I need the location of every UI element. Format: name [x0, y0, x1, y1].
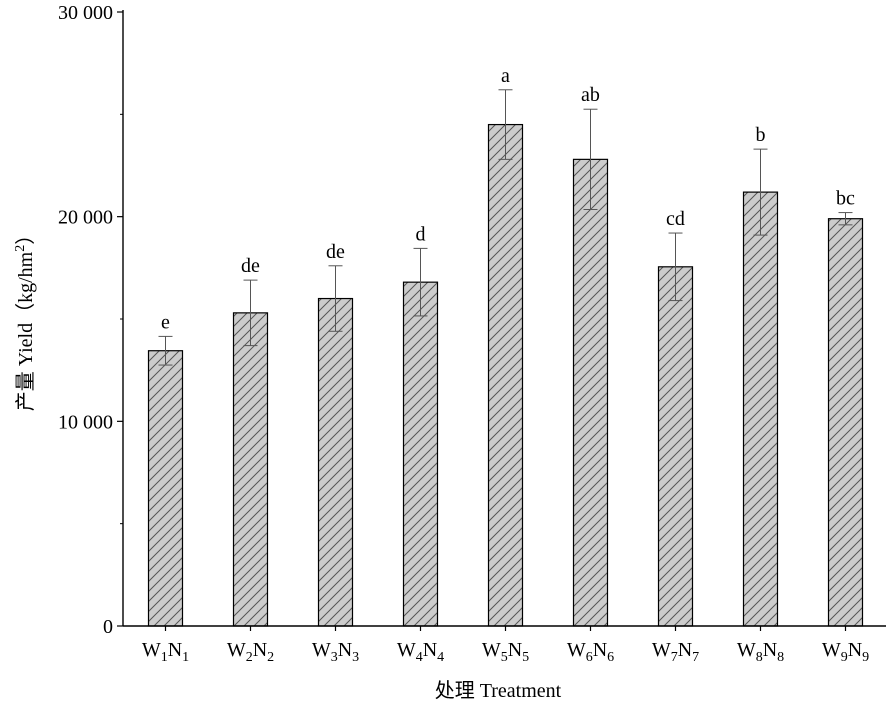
significance-letter-1: e	[161, 311, 170, 333]
error-bar-5	[498, 89, 513, 160]
significance-letter-4: d	[416, 223, 426, 245]
x-tick-label-3: W3N3	[312, 639, 359, 665]
error-bar-4	[413, 247, 428, 317]
error-bar-2	[243, 279, 258, 347]
y-tick-label-0: 0	[103, 616, 113, 638]
error-bar-8	[753, 148, 768, 236]
significance-letter-8: b	[756, 124, 766, 146]
x-tick-label-8: W8N8	[737, 639, 784, 665]
y-tick-label-2: 20 000	[58, 207, 113, 229]
bar-1	[147, 350, 184, 627]
bar-9	[827, 218, 864, 627]
bar-3	[317, 297, 354, 627]
significance-letter-3: de	[326, 241, 345, 263]
bar-7	[657, 266, 694, 627]
x-tick-labels-layer: W1N1 W2N2 W3N3 W4N4 W5N5 W6N6 W7N7 W8N8 W9N9	[142, 639, 869, 665]
x-tick-label-7: W7N7	[652, 639, 699, 665]
y-axis-title-close: ）	[14, 225, 37, 245]
bar-2	[232, 312, 269, 627]
y-axis-title-superscript: 2	[13, 245, 28, 252]
significance-letter-9: bc	[836, 188, 855, 210]
significance-letter-7: cd	[666, 208, 685, 230]
x-tick-label-2: W2N2	[227, 639, 274, 665]
error-bar-9	[838, 212, 853, 226]
error-bar-1	[158, 335, 173, 366]
y-axis-title-main: 产量 Yield（kg/hm	[14, 251, 37, 411]
bars-layer	[147, 123, 864, 627]
error-bar-6	[583, 108, 598, 211]
axes-layer: 0 10 000 20 000 30 000	[58, 2, 886, 638]
error-bar-7	[668, 232, 683, 302]
significance-letter-6: ab	[581, 84, 600, 106]
significance-letters-layer: e de de d a ab cd b bc	[161, 65, 855, 334]
significance-letter-5: a	[501, 65, 510, 87]
y-tick-label-1: 10 000	[58, 411, 113, 433]
significance-letter-2: de	[241, 255, 260, 277]
x-tick-label-1: W1N1	[142, 639, 189, 665]
bar-8	[742, 191, 779, 627]
x-tick-label-6: W6N6	[567, 639, 614, 665]
bar-5	[487, 123, 524, 627]
y-tick-label-3: 30 000	[58, 2, 113, 24]
x-axis-title: 处理 Treatment	[435, 679, 562, 702]
x-tick-label-4: W4N4	[397, 639, 444, 665]
y-axis-title: 产量 Yield（kg/hm2）	[13, 225, 37, 411]
bar-6	[572, 158, 609, 627]
error-bar-3	[328, 265, 343, 332]
x-tick-label-5: W5N5	[482, 639, 529, 665]
x-tick-label-9: W9N9	[822, 639, 869, 665]
bar-4	[402, 281, 439, 627]
error-bars-layer	[158, 89, 853, 366]
